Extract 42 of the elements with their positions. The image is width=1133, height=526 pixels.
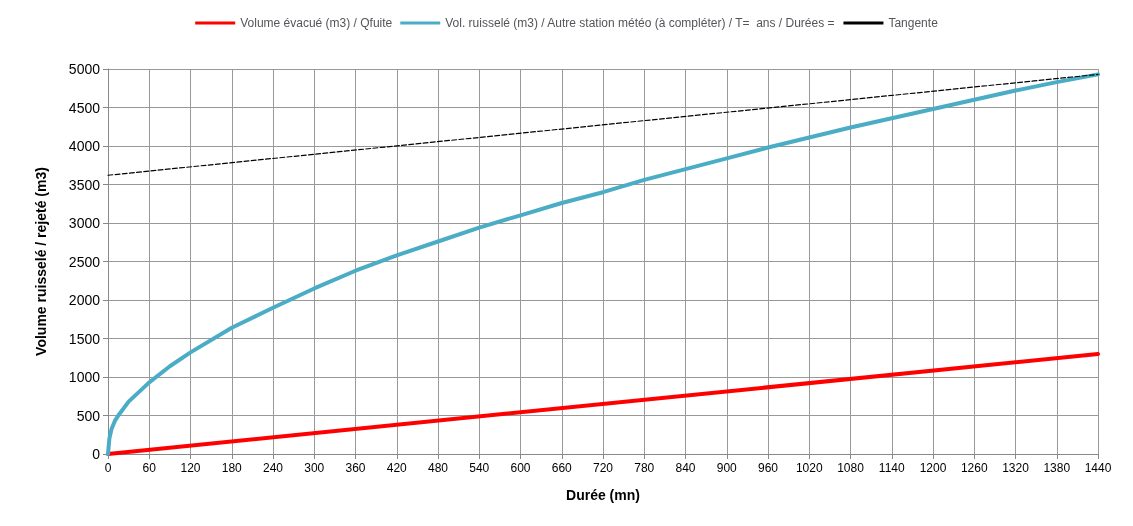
y-tick-label: 2500 [68, 253, 101, 270]
x-tick-label: 1080 [837, 461, 865, 475]
x-tick-label: 180 [221, 461, 243, 475]
x-tick-label: 420 [386, 461, 408, 475]
x-tick-label: 1380 [1043, 461, 1071, 475]
x-tick-label: 720 [592, 461, 614, 475]
x-tick-label: 480 [427, 461, 449, 475]
x-tick-label: 660 [551, 461, 573, 475]
y-tick-label: 3000 [68, 215, 101, 231]
y-tick-label: 0 [92, 446, 101, 462]
y-tick-label: 500 [76, 407, 101, 424]
x-tick-label: 1140 [878, 461, 905, 475]
x-tick-label: 900 [716, 461, 738, 475]
x-tick-label: 780 [634, 461, 655, 475]
y-axis-title: Volume ruisselé / rejeté (m3) [33, 167, 49, 356]
legend-label: Vol. ruisselé (m3) / Autre station météo (à compléter) / T= ans / Durées = [445, 16, 835, 30]
x-tick-label: 1260 [960, 461, 988, 475]
x-tick-label: 600 [510, 461, 531, 475]
legend-label: Volume évacué (m3) / Qfuite [240, 16, 393, 30]
y-tick-label: 1000 [68, 369, 101, 385]
x-tick-label: 1020 [795, 461, 823, 475]
x-tick-label: 60 [142, 461, 157, 475]
x-tick-label: 240 [262, 461, 284, 475]
x-tick-label: 960 [757, 461, 779, 475]
x-tick-label: 540 [469, 461, 490, 475]
x-tick-label: 1440 [1084, 461, 1112, 475]
y-tick-label: 3500 [68, 176, 101, 193]
x-tick-label: 1320 [1002, 461, 1030, 475]
line-series [106, 72, 1100, 456]
x-tick-label: 0 [104, 461, 112, 475]
x-axis-title: Durée (mn) [566, 487, 640, 503]
y-tick-label: 2000 [68, 292, 101, 308]
x-tick-label: 300 [304, 461, 325, 475]
x-tick-label: 120 [180, 461, 201, 475]
y-tick-label: 1500 [68, 330, 101, 347]
y-tick-label: 4500 [68, 99, 101, 116]
y-tick-label: 4000 [68, 138, 101, 154]
y-tick-label: 5000 [68, 61, 101, 77]
x-tick-label: 1200 [919, 461, 947, 475]
x-tick-label: 360 [345, 461, 366, 475]
x-tick-label: 840 [675, 461, 696, 475]
legend-label: Tangente [888, 16, 939, 30]
